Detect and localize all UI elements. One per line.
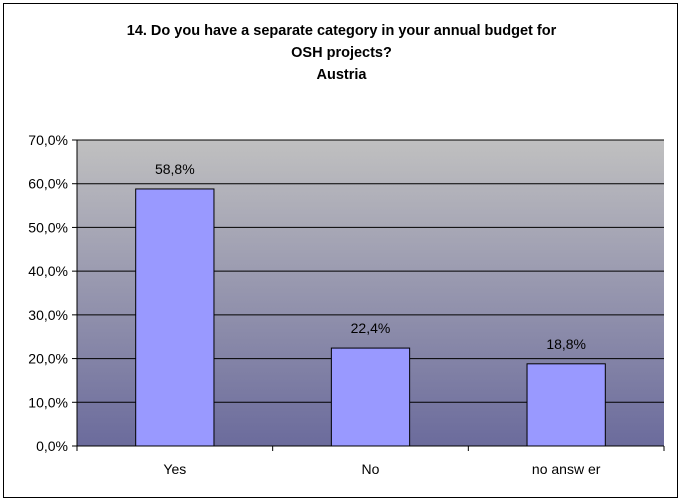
y-tick-label: 70,0% xyxy=(28,132,68,148)
y-tick-label: 50,0% xyxy=(28,219,68,235)
bar-1 xyxy=(135,188,215,447)
chart-title-line-1: 14. Do you have a separate category in y… xyxy=(126,23,557,39)
y-tick-label: 20,0% xyxy=(28,351,68,367)
y-tick-label: 60,0% xyxy=(28,176,68,192)
data-label-2: 22,4% xyxy=(351,320,391,336)
x-tick-label: no answ er xyxy=(532,461,601,477)
bar-3 xyxy=(526,363,606,447)
y-tick-label: 40,0% xyxy=(28,263,68,279)
chart-title-line-3: Austria xyxy=(316,67,367,83)
chart-title: 14. Do you have a separate category in y… xyxy=(4,20,679,86)
data-label-1: 58,8% xyxy=(155,161,195,177)
y-tick-label: 0,0% xyxy=(36,438,68,454)
x-tick-label: Yes xyxy=(163,461,186,477)
data-label-3: 18,8% xyxy=(546,336,586,352)
y-tick-label: 10,0% xyxy=(28,394,68,410)
x-tick-label: No xyxy=(362,461,380,477)
y-tick-label: 30,0% xyxy=(28,307,68,323)
bar-2 xyxy=(330,347,411,447)
chart-title-line-2: OSH projects? xyxy=(291,45,392,61)
